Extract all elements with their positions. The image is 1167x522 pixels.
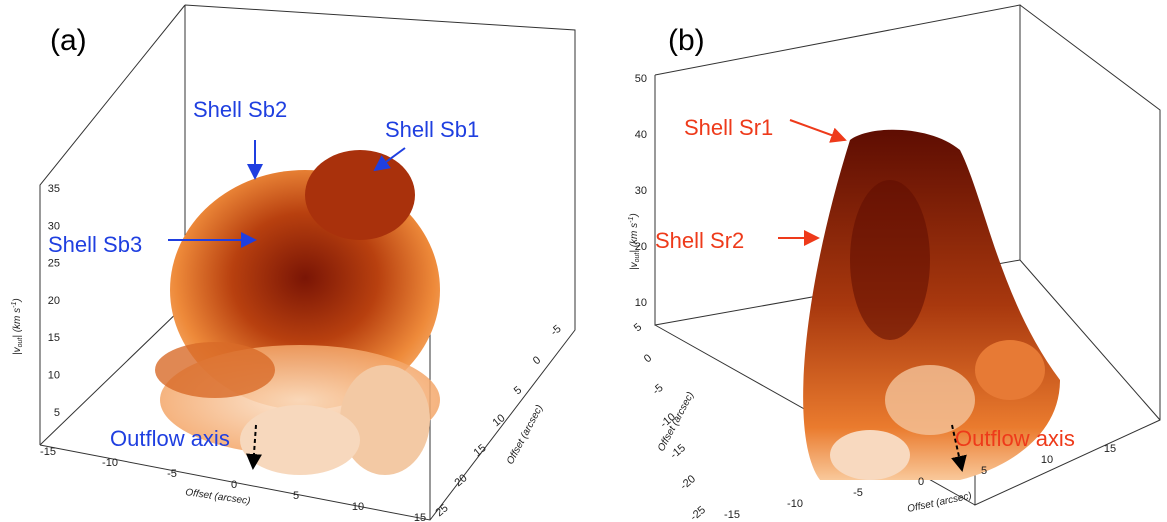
axis-title: Offset (arcsec) — [185, 487, 251, 507]
tick-label: 0 — [918, 476, 924, 488]
tick-label: -5 — [853, 487, 863, 499]
tick-label: 5 — [512, 384, 524, 397]
tick-label: -10 — [102, 457, 118, 469]
tick-label: 40 — [635, 129, 647, 141]
tick-label: 20 — [48, 295, 60, 307]
tick-label: 5 — [54, 407, 60, 419]
tick-label: 50 — [635, 73, 647, 85]
tick-label: 10 — [352, 501, 364, 513]
tick-label: 10 — [48, 370, 60, 382]
tick-label: -5 — [167, 468, 177, 480]
tick-label: 15 — [414, 512, 426, 522]
axis-title: Offset (arcsec) — [906, 491, 972, 515]
annotation: Shell Sr2 — [655, 228, 744, 253]
tick-label: 20 — [635, 241, 647, 253]
tick-label: 25 — [434, 502, 451, 519]
tick-label: -5 — [650, 382, 665, 397]
tick-label: 0 — [642, 352, 654, 365]
tick-label: 0 — [531, 354, 543, 367]
tick-label: 5 — [981, 465, 987, 477]
tick-label: 30 — [48, 220, 60, 232]
annotation: Shell Sr1 — [684, 115, 773, 140]
tick-label: -15 — [668, 442, 688, 461]
tick-label: -25 — [688, 504, 708, 522]
axis-title: |vout| (km s-1) — [11, 298, 24, 355]
tick-label: 15 — [472, 442, 489, 459]
axis-title: Offset (arcsec) — [505, 403, 545, 466]
tick-label: -10 — [787, 498, 803, 510]
tick-label: 10 — [491, 412, 508, 429]
tick-label: -15 — [40, 446, 56, 458]
tick-label: -5 — [548, 323, 563, 338]
panel-label: (a) — [50, 24, 87, 57]
tick-label: 10 — [1041, 454, 1053, 466]
tick-label: 35 — [48, 183, 60, 195]
tick-label: 5 — [632, 321, 644, 334]
tick-label: -20 — [678, 473, 698, 492]
tick-label: 15 — [1104, 443, 1116, 455]
panel-label: (b) — [668, 24, 705, 57]
tick-label: 25 — [48, 258, 60, 270]
annotation: Outflow axis — [110, 426, 230, 451]
tick-label: 0 — [231, 479, 237, 491]
tick-label: 30 — [635, 185, 647, 197]
tick-label: 5 — [293, 490, 299, 502]
annotation: Shell Sb2 — [193, 97, 287, 122]
annotation: Shell Sb3 — [48, 232, 142, 257]
tick-label: 15 — [48, 332, 60, 344]
tick-label: -15 — [724, 509, 740, 521]
figure: (a) (b) Shell Sb2 Shell Sb1 Shell Sb3 Ou… — [0, 0, 1167, 522]
annotation: Shell Sb1 — [385, 117, 479, 142]
annotation: Outflow axis — [955, 426, 1075, 451]
tick-label: 10 — [635, 297, 647, 309]
